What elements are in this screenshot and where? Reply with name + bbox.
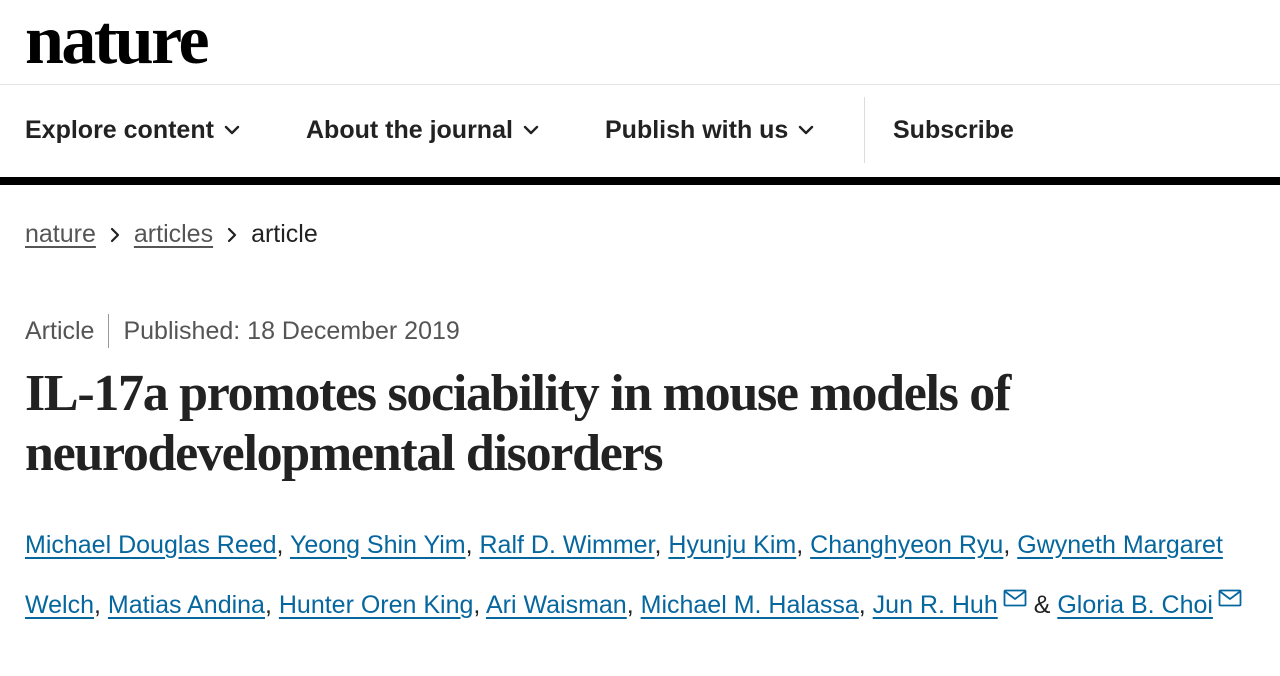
published-date: Published: 18 December 2019 — [123, 316, 460, 345]
author-link[interactable]: Ari Waisman — [485, 591, 627, 619]
article-title-line-2: neurodevelopmental disorders — [25, 425, 664, 482]
article-meta: Article Published: 18 December 2019 — [25, 314, 460, 348]
author-link[interactable]: Gwyneth Margaret Welch — [25, 531, 1223, 619]
chevron-down-icon — [224, 125, 240, 135]
subscribe-label: Subscribe — [893, 115, 1014, 144]
article-type: Article — [25, 316, 95, 345]
chevron-down-icon — [523, 125, 539, 135]
author-link[interactable]: Michael Douglas Reed — [25, 531, 277, 559]
meta-divider — [108, 314, 110, 348]
nav-divider — [864, 97, 865, 163]
mail-icon[interactable] — [1218, 572, 1242, 626]
header-divider — [0, 84, 1280, 85]
author-link[interactable]: Michael M. Halassa — [640, 591, 859, 619]
author-separator: , — [264, 591, 272, 619]
author-link[interactable]: Ralf D. Wimmer — [479, 531, 655, 559]
nav-about-the-journal-label: About the journal — [306, 115, 513, 144]
nav-explore-content[interactable]: Explore content — [25, 116, 240, 145]
subscribe-link[interactable]: Subscribe — [893, 116, 1014, 145]
breadcrumb: nature articles article — [25, 220, 318, 249]
breadcrumb-current: article — [251, 220, 318, 248]
author-separator: , — [626, 591, 634, 619]
nature-logo[interactable]: nature — [25, 2, 210, 79]
author-link[interactable]: Changhyeon Ryu — [810, 531, 1004, 559]
nav-publish-with-us[interactable]: Publish with us — [605, 116, 814, 145]
author-separator: , — [654, 531, 662, 559]
author-link[interactable]: Jun R. Huh — [872, 591, 998, 619]
author-link[interactable]: Hyunju Kim — [668, 531, 797, 559]
author-separator: , — [465, 531, 473, 559]
author-separator: , — [796, 531, 804, 559]
author-link[interactable]: Matias Andina — [107, 591, 265, 619]
author-separator: , — [858, 591, 866, 619]
author-conjunction: & — [1033, 591, 1051, 619]
author-list: Michael Douglas Reed, Yeong Shin Yim, Ra… — [25, 518, 1265, 632]
chevron-right-icon — [227, 227, 237, 243]
author-separator: , — [1003, 531, 1011, 559]
breadcrumb-articles-link[interactable]: articles — [133, 220, 214, 248]
chevron-down-icon — [799, 125, 814, 135]
breadcrumb-nature-link[interactable]: nature — [25, 220, 96, 248]
mail-icon[interactable] — [1003, 572, 1027, 626]
nav-publish-with-us-label: Publish with us — [605, 115, 789, 144]
author-link[interactable]: Hunter Oren King — [278, 591, 474, 619]
nav-explore-content-label: Explore content — [25, 115, 214, 144]
article-title: IL-17a promotes sociability in mouse mod… — [25, 364, 1265, 484]
author-separator: , — [94, 591, 101, 619]
author-separator: , — [276, 531, 284, 559]
author-link[interactable]: Gloria B. Choi — [1057, 591, 1213, 619]
article-title-line-1: IL-17a promotes sociability in mouse mod… — [25, 365, 1011, 422]
main-nav: Explore content About the journal Publis… — [0, 97, 1280, 163]
nav-bottom-rule — [0, 177, 1280, 185]
nav-about-the-journal[interactable]: About the journal — [306, 116, 539, 145]
author-link[interactable]: Yeong Shin Yim — [289, 531, 466, 559]
author-separator: , — [473, 591, 481, 619]
chevron-right-icon — [110, 227, 120, 243]
